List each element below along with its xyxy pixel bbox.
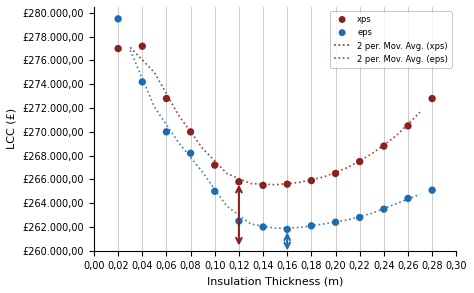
eps <box>428 188 436 193</box>
xps <box>211 163 219 168</box>
xps <box>187 130 194 134</box>
xps <box>332 171 339 176</box>
xps <box>428 96 436 101</box>
xps <box>114 46 122 51</box>
xps <box>283 182 291 187</box>
eps <box>283 227 291 232</box>
xps <box>138 44 146 49</box>
xps <box>235 179 243 184</box>
eps <box>163 130 170 134</box>
eps <box>380 207 388 212</box>
eps <box>404 196 412 201</box>
eps <box>235 219 243 223</box>
eps <box>332 220 339 224</box>
xps <box>404 124 412 128</box>
Legend: xps, eps, 2 per. Mov. Avg. (xps), 2 per. Mov. Avg. (eps): xps, eps, 2 per. Mov. Avg. (xps), 2 per.… <box>329 11 452 68</box>
xps <box>380 144 388 149</box>
eps <box>308 224 315 228</box>
X-axis label: Insulation Thickness (m): Insulation Thickness (m) <box>207 276 343 286</box>
eps <box>187 151 194 156</box>
eps <box>356 215 364 220</box>
xps <box>163 96 170 101</box>
eps <box>211 189 219 194</box>
xps <box>259 183 267 188</box>
eps <box>138 79 146 84</box>
eps <box>259 225 267 229</box>
xps <box>356 159 364 164</box>
Y-axis label: LCC (£): LCC (£) <box>7 108 17 149</box>
xps <box>308 178 315 183</box>
eps <box>114 16 122 21</box>
